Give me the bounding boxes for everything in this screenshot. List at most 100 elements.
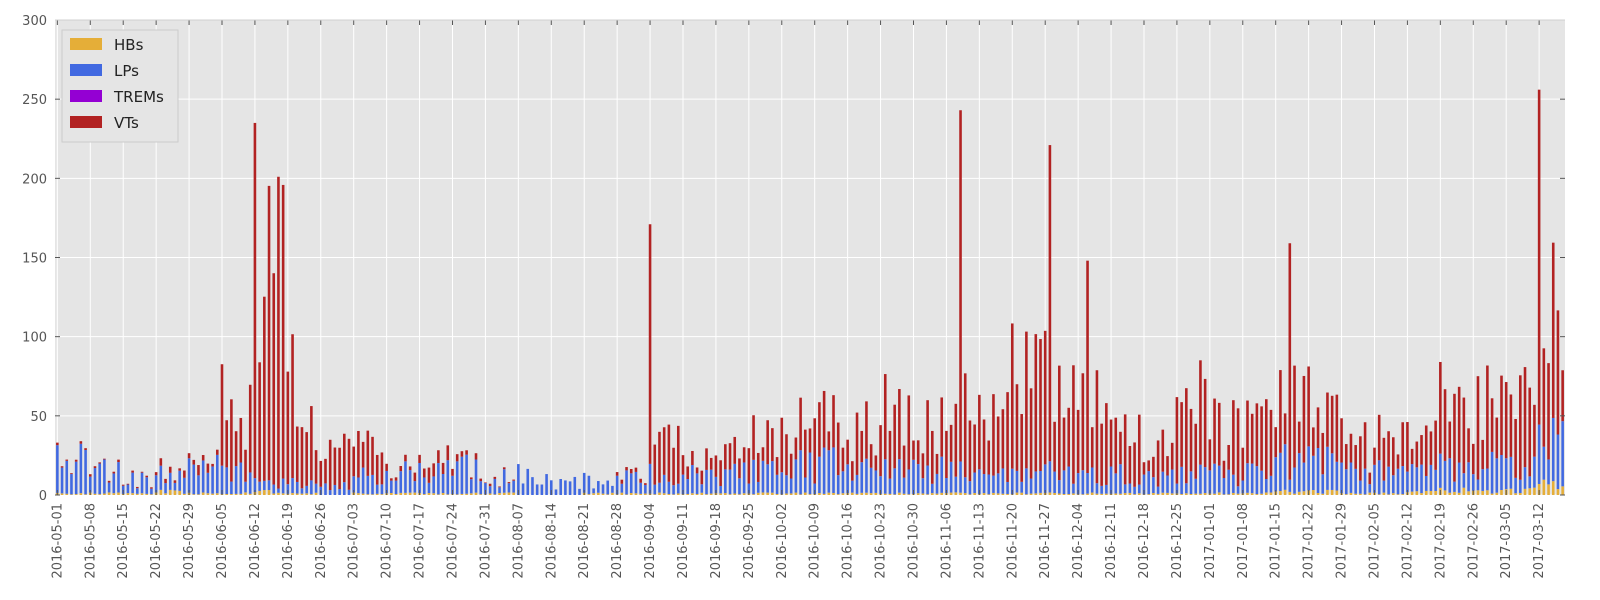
bar-vts: [164, 478, 167, 484]
bar-hbs: [502, 492, 506, 495]
bar-vts: [1448, 421, 1452, 459]
bar-lps: [394, 480, 398, 494]
bar-lps: [747, 483, 751, 494]
bar-vts: [1500, 375, 1503, 455]
bar-hbs: [883, 493, 887, 495]
bar-vts: [446, 445, 450, 461]
bar-vts: [187, 453, 191, 459]
bar-hbs: [611, 492, 614, 495]
bar-hbs: [126, 493, 130, 495]
bar-lps: [1387, 466, 1390, 495]
bar-lps: [399, 471, 403, 493]
bar-hbs: [756, 492, 760, 495]
bar-lps: [1086, 473, 1089, 494]
bar-hbs: [1344, 494, 1348, 495]
bar-lps: [1528, 476, 1532, 489]
bar-vts: [84, 448, 87, 451]
bar-lps: [1147, 471, 1150, 495]
bar-lps: [601, 484, 605, 494]
bar-vts: [1429, 431, 1433, 465]
bar-hbs: [455, 494, 459, 495]
bar-lps: [1354, 468, 1357, 494]
x-tick-label: 2016-10-30: [906, 503, 921, 579]
bar-lps: [211, 466, 214, 494]
bar-vts: [197, 465, 200, 476]
bar-lps: [1260, 470, 1263, 494]
bar-lps: [84, 450, 87, 495]
bar-lps: [493, 478, 497, 495]
bar-vts: [1439, 361, 1442, 454]
bar-hbs: [1062, 494, 1066, 495]
bar-lps: [183, 477, 186, 494]
bar-hbs: [79, 493, 83, 495]
bar-hbs: [1279, 490, 1282, 495]
bar-vts: [898, 389, 901, 460]
bar-hbs: [822, 493, 826, 495]
bar-vts: [1010, 323, 1014, 469]
bars-group: [56, 89, 1564, 495]
bar-vts: [117, 459, 120, 463]
bar-vts: [945, 430, 948, 479]
x-tick-label: 2016-08-21: [577, 503, 592, 579]
bar-hbs: [310, 494, 313, 495]
bar-vts: [484, 482, 487, 484]
bar-vts: [1001, 409, 1005, 469]
bar-vts: [1025, 331, 1028, 469]
bar-lps: [1006, 481, 1009, 494]
bar-vts: [239, 417, 243, 463]
bar-hbs: [968, 494, 972, 495]
bar-vts: [1260, 406, 1263, 471]
bar-lps: [714, 476, 718, 494]
bar-hbs: [1020, 492, 1023, 495]
bar-lps: [502, 469, 506, 493]
bar-vts: [192, 459, 196, 465]
x-tick-label: 2017-02-19: [1433, 503, 1448, 579]
bar-hbs: [653, 494, 657, 495]
bar-hbs: [1382, 492, 1386, 495]
bar-lps: [738, 478, 741, 495]
bar-lps: [404, 461, 407, 493]
bar-hbs: [827, 492, 831, 495]
bar-vts: [738, 458, 741, 479]
bar-lps: [860, 462, 864, 493]
bar-hbs: [597, 492, 600, 495]
bar-hbs: [1293, 493, 1296, 495]
bar-lps: [691, 465, 694, 494]
bar-hbs: [432, 493, 435, 495]
bar-vts: [248, 384, 252, 473]
bar-hbs: [1128, 492, 1132, 495]
bar-vts: [1457, 386, 1461, 463]
bar-vts: [700, 470, 704, 485]
bar-vts: [352, 446, 356, 477]
bar-lps: [1109, 466, 1113, 494]
bar-vts: [215, 449, 219, 455]
bar-lps: [756, 481, 760, 493]
bar-hbs: [658, 492, 661, 495]
bar-vts: [1006, 392, 1009, 482]
bar-vts: [310, 406, 313, 481]
bar-vts: [1377, 414, 1381, 461]
bar-vts: [258, 362, 261, 482]
bar-hbs: [691, 493, 694, 495]
bar-hbs: [672, 494, 675, 495]
bar-hbs: [258, 490, 261, 495]
bar-hbs: [1410, 491, 1414, 495]
bar-lps: [295, 481, 299, 494]
bar-lps: [206, 472, 210, 494]
bar-vts: [441, 462, 445, 474]
bar-lps: [1340, 462, 1343, 494]
bar-vts: [1467, 428, 1470, 463]
bar-vts: [902, 445, 906, 478]
bar-vts: [639, 478, 642, 483]
bar-vts: [1514, 418, 1517, 478]
bar-lps: [724, 469, 727, 494]
bar-lps: [855, 474, 859, 494]
bar-lps: [267, 480, 271, 491]
bar-hbs: [1519, 492, 1522, 495]
bar-vts: [277, 176, 280, 489]
bar-vts: [747, 448, 751, 484]
bar-vts: [931, 430, 934, 484]
bar-vts: [150, 487, 153, 489]
bar-hbs: [592, 493, 595, 495]
bar-hbs: [996, 493, 1000, 495]
